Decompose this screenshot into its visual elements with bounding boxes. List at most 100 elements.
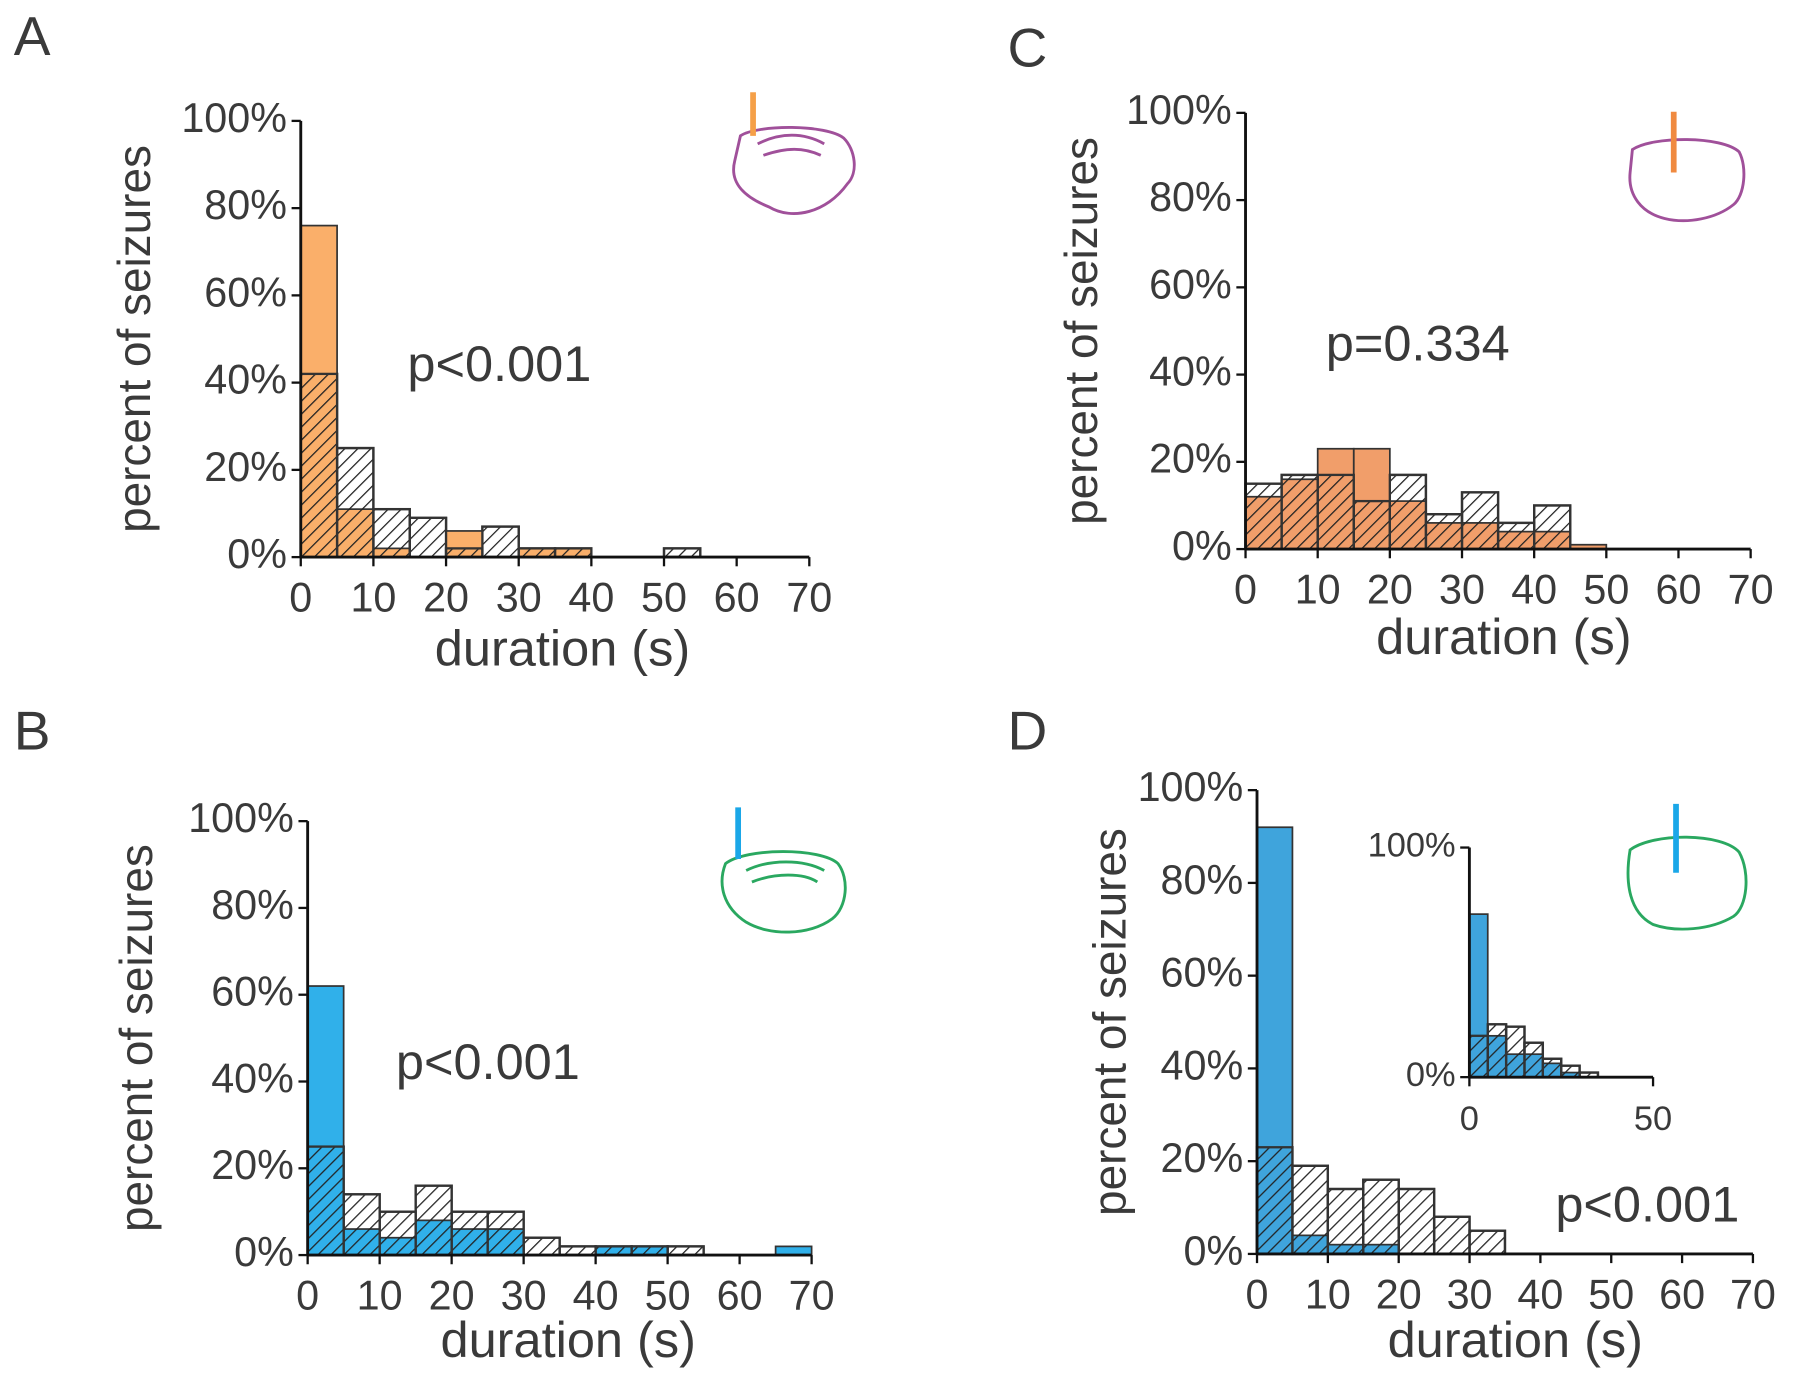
y-tick-label: 40% xyxy=(211,1055,294,1101)
y-tick-label: 100% xyxy=(1138,764,1244,810)
y-tick-label: 60% xyxy=(1161,950,1244,996)
bar xyxy=(335,446,375,559)
x-tick-label: 50 xyxy=(1634,1100,1672,1138)
p-value: p=0.334 xyxy=(1326,314,1510,371)
p-value: p<0.001 xyxy=(407,335,591,392)
bar xyxy=(1468,1229,1507,1256)
brain-icon xyxy=(720,92,1748,934)
bar xyxy=(372,507,411,559)
bar xyxy=(481,525,520,559)
x-tick-label: 0 xyxy=(1234,567,1257,613)
x-tick-label: 40 xyxy=(1511,567,1557,613)
y-tick-label: 0% xyxy=(1184,1228,1244,1274)
bar xyxy=(1432,1215,1471,1256)
y-tick-label: 0% xyxy=(1406,1056,1456,1094)
bar xyxy=(1533,504,1572,551)
x-tick-label: 40 xyxy=(573,1273,619,1319)
y-tick-label: 100% xyxy=(1368,827,1456,865)
bar xyxy=(1460,491,1500,551)
x-tick-label: 20 xyxy=(1367,567,1413,613)
bar xyxy=(1424,513,1464,551)
bar xyxy=(408,516,448,559)
panel-label: B xyxy=(14,700,51,762)
panel-label: D xyxy=(1008,700,1048,762)
y-tick-label: 60% xyxy=(211,969,294,1015)
y-tick-label: 0% xyxy=(234,1229,294,1275)
y-tick-label: 80% xyxy=(204,182,287,228)
y-tick-label: 80% xyxy=(1161,857,1244,903)
x-tick-label: 40 xyxy=(1517,1271,1563,1317)
x-tick-label: 60 xyxy=(1659,1271,1705,1317)
y-tick-label: 20% xyxy=(1149,436,1232,482)
x-tick-label: 0 xyxy=(1246,1271,1269,1317)
y-axis-label: percent of seizures xyxy=(108,145,160,533)
p-value: p<0.001 xyxy=(396,1033,580,1090)
y-tick-label: 60% xyxy=(204,269,287,315)
bar xyxy=(1326,1187,1365,1256)
bar xyxy=(306,1145,345,1257)
bar xyxy=(1560,1064,1581,1079)
x-tick-label: 70 xyxy=(1730,1271,1776,1317)
y-tick-label: 100% xyxy=(1126,87,1232,133)
x-tick-label: 20 xyxy=(423,575,469,621)
y-tick-label: 40% xyxy=(204,357,287,403)
bar xyxy=(1486,1023,1508,1079)
x-tick-label: 0 xyxy=(1460,1100,1479,1138)
x-tick-label: 10 xyxy=(357,1273,403,1319)
x-tick-label: 60 xyxy=(714,575,760,621)
bar xyxy=(1362,1178,1400,1256)
bar xyxy=(1523,1041,1545,1079)
bar xyxy=(486,1210,525,1257)
bar xyxy=(1280,473,1319,551)
x-tick-label: 0 xyxy=(289,575,312,621)
x-tick-label: 30 xyxy=(501,1273,547,1319)
x-tick-label: 70 xyxy=(789,1273,835,1319)
x-tick-label: 50 xyxy=(1583,567,1629,613)
x-axis-label: duration (s) xyxy=(441,1311,696,1368)
x-tick-label: 30 xyxy=(1447,1271,1493,1317)
bar xyxy=(1244,482,1283,551)
panel-label: C xyxy=(1008,17,1048,79)
x-tick-label: 50 xyxy=(1588,1271,1634,1317)
x-tick-label: 60 xyxy=(717,1273,763,1319)
y-tick-label: 20% xyxy=(211,1142,294,1188)
x-tick-label: 30 xyxy=(1439,567,1485,613)
bar xyxy=(414,1184,453,1257)
y-tick-label: 60% xyxy=(1149,261,1232,307)
bar xyxy=(1496,521,1536,551)
y-tick-label: 0% xyxy=(227,531,287,577)
bar xyxy=(1504,1025,1526,1079)
x-tick-label: 70 xyxy=(1728,567,1774,613)
y-axis-label: percent of seizures xyxy=(1084,828,1136,1216)
bar xyxy=(1291,1164,1330,1256)
bar xyxy=(378,1210,417,1257)
panel-label: A xyxy=(14,5,51,67)
bar xyxy=(522,1236,561,1257)
y-axis-label: percent of seizures xyxy=(110,844,162,1232)
bar xyxy=(299,372,339,559)
x-axis-label: duration (s) xyxy=(435,620,690,677)
x-tick-label: 70 xyxy=(786,575,832,621)
x-tick-label: 10 xyxy=(350,575,396,621)
y-axis-label: percent of seizures xyxy=(1055,137,1107,525)
bar xyxy=(342,1193,381,1257)
y-tick-label: 20% xyxy=(204,444,287,490)
y-tick-label: 0% xyxy=(1172,523,1232,569)
bar xyxy=(1388,473,1428,551)
y-tick-label: 80% xyxy=(1149,174,1232,220)
y-tick-label: 40% xyxy=(1149,349,1232,395)
x-tick-label: 10 xyxy=(1295,567,1341,613)
bar xyxy=(1541,1057,1563,1079)
x-tick-label: 40 xyxy=(568,575,614,621)
y-tick-label: 80% xyxy=(211,882,294,928)
y-tick-label: 100% xyxy=(188,795,294,841)
x-tick-label: 60 xyxy=(1656,567,1702,613)
x-tick-label: 50 xyxy=(641,575,687,621)
x-axis-label: duration (s) xyxy=(1376,608,1631,665)
bar xyxy=(1316,473,1355,551)
x-tick-label: 20 xyxy=(1376,1271,1422,1317)
bar xyxy=(1255,1146,1294,1256)
bar xyxy=(1352,499,1391,551)
x-tick-label: 50 xyxy=(645,1273,691,1319)
bar xyxy=(1468,1034,1489,1079)
